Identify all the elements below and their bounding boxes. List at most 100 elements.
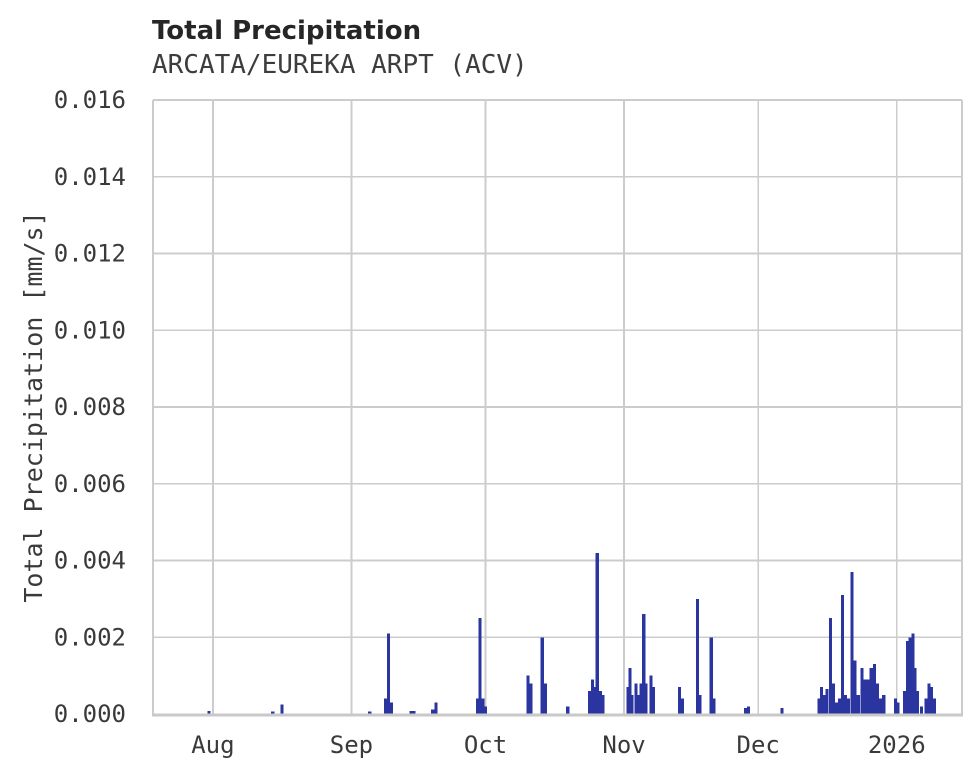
precipitation-bar <box>566 706 570 714</box>
precipitation-bar <box>271 711 275 714</box>
precipitation-bar <box>207 710 211 714</box>
y-tick-label: 0.010 <box>54 316 126 344</box>
x-tick-label: Sep <box>330 731 373 759</box>
precipitation-bar <box>431 709 435 714</box>
precipitation-bar <box>924 698 928 714</box>
precipitation-bar <box>850 572 854 714</box>
x-tick-label: Oct <box>464 731 507 759</box>
precipitation-bar <box>825 689 829 714</box>
precipitation-bar <box>927 683 931 714</box>
precipitation-bar <box>390 702 394 714</box>
x-tick-label: Dec <box>737 731 780 759</box>
chart-title: Total Precipitation <box>152 16 422 46</box>
precipitation-bar <box>820 687 824 714</box>
precipitation-bar <box>601 694 605 714</box>
precipitation-bar <box>709 637 713 714</box>
precipitation-bar <box>744 708 748 714</box>
precipitation-bar <box>383 698 387 714</box>
precipitation-bar <box>831 683 835 714</box>
precipitation-bar <box>540 637 544 714</box>
precipitation-bar <box>529 683 533 714</box>
precipitation-bar <box>866 679 870 714</box>
precipitation-bar <box>543 683 547 714</box>
precipitation-bar <box>526 675 530 714</box>
precipitation-bar <box>822 694 826 714</box>
precipitation-bar <box>863 679 867 714</box>
precipitation-bar <box>698 694 702 714</box>
precipitation-bar <box>695 598 699 714</box>
precipitation-bar <box>911 633 915 714</box>
precipitation-bar <box>642 614 646 714</box>
precipitation-bar <box>483 706 488 714</box>
precipitation-bar <box>652 687 656 714</box>
precipitation-bar <box>893 698 897 714</box>
precipitation-bar <box>846 698 851 714</box>
precipitation-bar <box>829 618 833 714</box>
precipitation-bar <box>841 595 845 714</box>
precipitation-bar <box>856 694 860 714</box>
precipitation-bar <box>649 675 653 714</box>
precipitation-bar <box>905 641 910 714</box>
precipitation-bar <box>915 690 919 714</box>
y-tick-label: 0.006 <box>54 470 126 498</box>
precipitation-bar <box>875 683 880 714</box>
precipitation-bar <box>780 708 784 714</box>
y-axis-label: Total Precipitation [mm/s] <box>19 211 48 602</box>
precipitation-bar <box>409 710 413 714</box>
precipitation-bar <box>903 690 907 714</box>
precipitation-bar <box>834 702 838 714</box>
precipitation-bar <box>481 698 485 714</box>
precipitation-bar <box>869 667 873 714</box>
precipitation-bar <box>843 694 847 714</box>
precipitation-bar <box>908 637 912 714</box>
precipitation-bar <box>434 702 438 714</box>
precipitation-bar <box>932 698 936 714</box>
precipitation-bar <box>639 683 643 714</box>
precipitation-bar <box>628 667 632 714</box>
precipitation-bar <box>386 633 391 714</box>
y-tick-label: 0.014 <box>54 163 126 191</box>
precipitation-bar <box>280 704 284 714</box>
precipitation-bar <box>588 690 592 714</box>
precipitation-bar <box>896 702 900 714</box>
x-tick-label: Aug <box>191 731 234 759</box>
precipitation-bar <box>746 706 750 714</box>
y-tick-label: 0.008 <box>54 393 126 421</box>
precipitation-bar <box>817 698 821 714</box>
precipitation-bar <box>712 698 716 714</box>
y-tick-label: 0.000 <box>54 700 126 728</box>
chart-subtitle: ARCATA/EUREKA ARPT (ACV) <box>152 50 528 80</box>
y-tick-label: 0.002 <box>54 623 126 651</box>
precipitation-bar <box>590 679 594 714</box>
precipitation-bar <box>681 698 685 714</box>
precipitation-bar <box>630 694 634 714</box>
precipitation-bar <box>475 698 480 714</box>
precipitation-bar <box>860 667 864 714</box>
precipitation-bar <box>837 698 842 714</box>
precipitation-bar <box>879 698 883 714</box>
precipitation-bar <box>853 660 857 714</box>
precipitation-bar <box>368 711 372 714</box>
precipitation-bar <box>598 690 602 714</box>
precipitation-bar <box>634 683 638 714</box>
y-tick-label: 0.016 <box>54 86 126 114</box>
precipitation-bar <box>677 687 682 714</box>
precipitation-bar <box>626 687 630 714</box>
precipitation-bar <box>872 664 876 714</box>
precipitation-bar <box>595 552 599 714</box>
precipitation-bar <box>919 706 923 714</box>
y-tick-label: 0.004 <box>54 547 126 575</box>
precipitation-bar <box>593 687 597 714</box>
precipitation-bar <box>478 618 482 714</box>
precipitation-bar <box>636 694 640 714</box>
precipitation-bar <box>644 683 648 714</box>
precipitation-bar <box>882 694 886 714</box>
x-tick-label: Nov <box>602 731 645 759</box>
y-tick-label: 0.012 <box>54 240 126 268</box>
precipitation-bar <box>930 687 934 714</box>
precipitation-bar <box>412 710 416 714</box>
precipitation-bar <box>913 667 917 714</box>
x-tick-label: 2026 <box>868 731 926 759</box>
